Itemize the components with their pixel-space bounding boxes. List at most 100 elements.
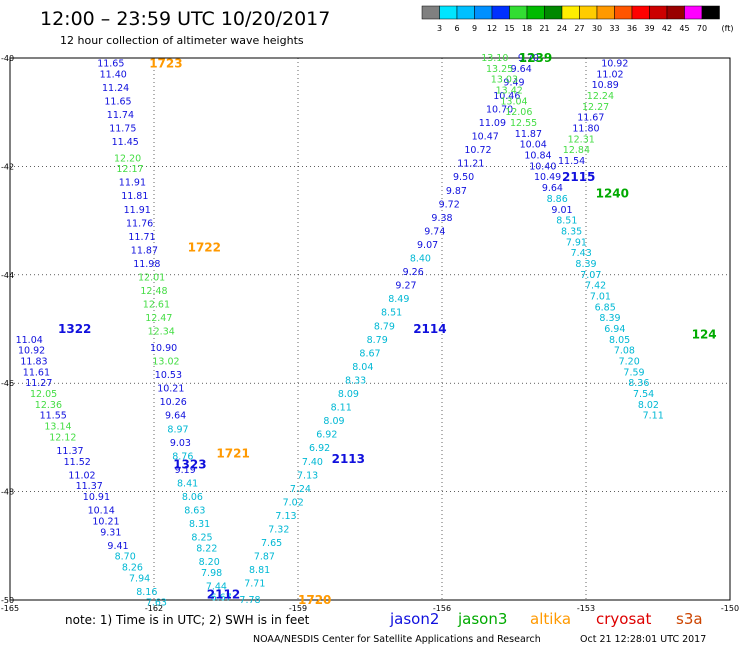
legend-swatch xyxy=(561,5,580,20)
legend-tick-label: 3 xyxy=(437,24,442,33)
wave-height-value: 11.37 xyxy=(76,481,103,492)
legend-swatch xyxy=(439,5,458,20)
legend-swatch xyxy=(421,5,440,20)
track-time-label: 124 xyxy=(692,327,717,341)
wave-height-value: 12.12 xyxy=(49,432,76,443)
wave-height-value: 11.76 xyxy=(126,218,153,229)
legend-tick-label: 15 xyxy=(504,24,514,33)
track-time-label: 1722 xyxy=(188,241,221,255)
wave-height-value: 7.63 xyxy=(146,598,167,609)
wave-height-value: 6.92 xyxy=(316,430,337,441)
wave-height-value: 11.24 xyxy=(102,83,129,94)
legend-swatch xyxy=(509,5,528,20)
wave-height-value: 11.04 xyxy=(16,335,43,346)
wave-height-value: 9.64 xyxy=(542,183,563,194)
satellite-legend: jason2 jason3 altika cryosat s3a xyxy=(389,610,703,628)
wave-height-value: 10.72 xyxy=(464,145,491,156)
wave-height-value: 12.47 xyxy=(145,313,172,324)
legend-tick-label: 70 xyxy=(697,24,707,33)
wave-height-value: 7.01 xyxy=(590,291,611,302)
wave-height-value: 8.09 xyxy=(323,416,344,427)
y-tick-label: -40 xyxy=(1,54,14,63)
wave-height-value: 11.91 xyxy=(119,178,146,189)
track-time-label: 1721 xyxy=(216,447,249,461)
wave-height-value: 8.39 xyxy=(575,259,596,270)
wave-height-value: 7.54 xyxy=(633,389,654,400)
legend-tick-label: 30 xyxy=(592,24,602,33)
page-subtitle: 12 hour collection of altimeter wave hei… xyxy=(60,34,304,47)
wave-height-value: 9.49 xyxy=(503,77,524,88)
satellite-legend-item: jason2 xyxy=(389,610,439,628)
wave-height-value: 13.14 xyxy=(44,422,71,433)
wave-height-value: 8.25 xyxy=(191,533,212,544)
track-time-label: 1720 xyxy=(298,593,331,607)
wave-height-value: 12.34 xyxy=(148,327,175,338)
legend-swatch xyxy=(684,5,703,20)
wave-height-value: 10.26 xyxy=(160,397,187,408)
wave-height-value: 11.61 xyxy=(23,367,50,378)
wave-height-value: 13.02 xyxy=(152,357,179,368)
wave-height-value: 8.41 xyxy=(177,478,198,489)
legend-unit: (ft) xyxy=(722,24,734,33)
legend-swatch xyxy=(649,5,668,20)
wave-height-value: 7.11 xyxy=(643,411,664,422)
wave-height-value: 7.94 xyxy=(129,573,150,584)
track-time-label: 2113 xyxy=(332,452,365,466)
wave-height-value: 7.98 xyxy=(201,568,222,579)
wave-height-value: 8.81 xyxy=(249,565,270,576)
wave-height-value: 12.06 xyxy=(505,107,532,118)
wave-height-value: 8.05 xyxy=(609,335,630,346)
wave-height-value: 9.70 xyxy=(518,53,539,64)
legend-swatch xyxy=(456,5,475,20)
legend-swatch xyxy=(544,5,563,20)
wave-height-value: 6.92 xyxy=(309,443,330,454)
legend-swatch xyxy=(491,5,510,20)
x-tick-label: -153 xyxy=(577,604,595,613)
wave-height-value: 8.16 xyxy=(136,587,157,598)
wave-height-value: 9.31 xyxy=(100,527,121,538)
wave-height-value: 8.97 xyxy=(167,424,188,435)
legend-swatch xyxy=(701,5,720,20)
wave-height-value: 9.41 xyxy=(107,541,128,552)
wave-height-value: 11.65 xyxy=(97,58,124,69)
wave-height-value: 9.38 xyxy=(431,213,452,224)
wave-height-value: 8.39 xyxy=(599,313,620,324)
wave-height-value: 9.87 xyxy=(446,186,467,197)
wave-height-value: 12.48 xyxy=(140,286,167,297)
wave-height-value: 7.32 xyxy=(268,525,289,536)
wave-height-value: 11.81 xyxy=(121,191,148,202)
wave-height-value: 6.94 xyxy=(604,324,625,335)
wave-height-value: 9.03 xyxy=(170,438,191,449)
wave-height-value: 7.42 xyxy=(585,281,606,292)
wave-height-value: 7.13 xyxy=(297,470,318,481)
wave-height-value: 10.92 xyxy=(18,346,45,357)
wave-height-value: 8.79 xyxy=(367,335,388,346)
wave-height-value: 8.40 xyxy=(410,254,431,265)
wave-height-value: 12.20 xyxy=(114,153,141,164)
legend-tick-label: 39 xyxy=(644,24,654,33)
wave-height-value: 9.64 xyxy=(511,64,532,75)
wave-height-value: 11.80 xyxy=(572,123,599,134)
wave-height-value: 8.26 xyxy=(122,562,143,573)
wave-height-value: 11.91 xyxy=(124,205,151,216)
wave-height-value: 11.52 xyxy=(64,457,91,468)
wave-height-value: 11.54 xyxy=(558,156,585,167)
wave-height-value: 7.44 xyxy=(206,581,227,592)
legend-swatch xyxy=(631,5,650,20)
wave-height-value: 11.45 xyxy=(112,137,139,148)
wave-height-value: 9.50 xyxy=(453,172,474,183)
legend-swatch xyxy=(579,5,598,20)
y-tick-label: -44 xyxy=(1,271,14,280)
wave-height-value: 10.21 xyxy=(92,516,119,527)
legend-tick-label: 27 xyxy=(574,24,584,33)
wave-height-value: 10.70 xyxy=(486,104,513,115)
wave-height-value: 7.13 xyxy=(275,511,296,522)
wave-height-value: 11.75 xyxy=(109,123,136,134)
wave-height-value: 8.31 xyxy=(189,519,210,530)
lat-lon-grid xyxy=(9,57,731,601)
wave-height-value: 11.71 xyxy=(128,232,155,243)
satellite-legend-item: s3a xyxy=(676,610,703,628)
wave-height-value: 12.05 xyxy=(30,389,57,400)
legend-swatch xyxy=(526,5,545,20)
wave-height-value: 7.02 xyxy=(283,497,304,508)
